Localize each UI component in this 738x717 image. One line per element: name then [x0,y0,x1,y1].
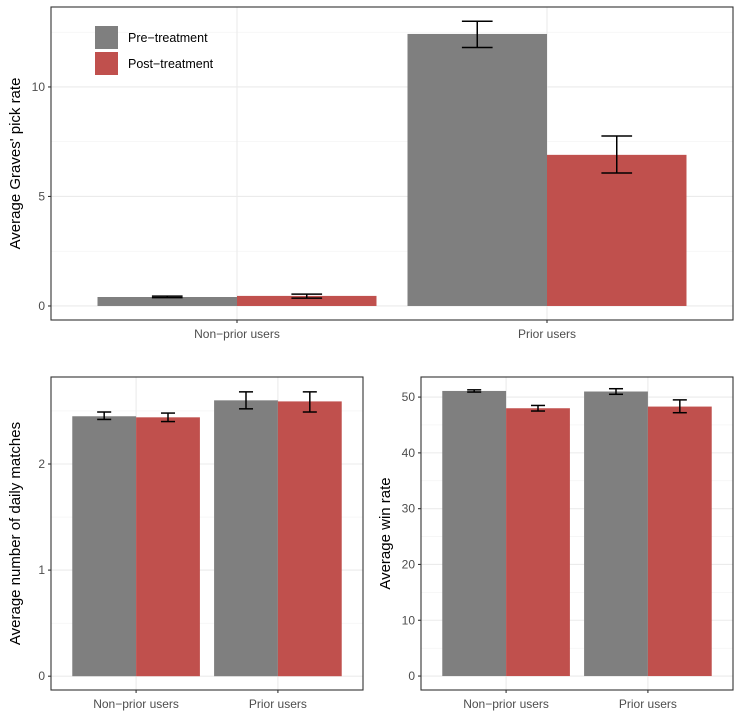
legend: Pre−treatment Post−treatment [95,26,214,75]
bar-post-1 [647,406,712,677]
panel-border [50,376,364,691]
error-bar-post-0 [160,412,176,423]
panel-border [50,6,734,321]
panel-border [420,376,734,691]
bar-pre-1 [214,400,278,677]
error-bar-pre-0 [97,411,112,421]
x-tick-label: Non−prior users [463,697,549,711]
y-tick-label: 0 [38,299,45,313]
y-tick-label: 0 [38,669,45,683]
error-bar-post-1 [601,135,633,174]
y-tick-label: 10 [402,613,416,627]
legend-label-pre: Pre−treatment [128,31,208,45]
x-tick-label: Prior users [518,327,576,341]
error-bar-post-1 [672,399,687,414]
error-bar-post-1 [302,391,317,413]
error-bar-post-0 [530,404,546,412]
bar-pre-0 [442,390,507,677]
error-bar-post-0 [291,293,323,299]
bar-pre-1 [407,33,547,306]
x-tick-label: Non−prior users [194,327,280,341]
y-tick-label: 2 [38,457,45,471]
x-tick-label: Prior users [619,697,677,711]
bar-post-0 [237,295,377,306]
bar-pre-0 [97,297,237,306]
y-axis-label: Average win rate [377,477,394,589]
bar-post-0 [136,417,200,677]
y-tick-label: 5 [38,189,45,203]
error-bar-pre-1 [461,20,493,49]
error-bar-pre-1 [238,391,254,410]
error-bar-pre-1 [608,387,624,396]
legend-label-post: Post−treatment [128,57,214,71]
chart-panel-3: 0 10 20 30 40 50 Non−prior users Prior users Ave… [377,376,734,711]
bar-post-0 [506,408,570,677]
bar-post-1 [547,154,687,306]
y-tick-label: 50 [402,390,416,404]
chart-panel-2: 0 1 2 Non−prior users Prior users Average num… [7,376,364,711]
x-tick-label: Non−prior users [93,697,179,711]
legend-swatch-pre [95,26,118,49]
error-bar-pre-0 [467,389,482,393]
chart-panel-1: 0 5 10 Non−prior users Prior users Average Gr… [7,6,734,341]
y-tick-label: 20 [402,557,416,571]
bar-pre-1 [584,391,648,677]
y-axis-label: Average number of daily matches [7,422,24,645]
y-tick-label: 40 [402,446,416,460]
y-tick-label: 0 [408,669,415,683]
legend-swatch-post [95,52,118,75]
bar-post-1 [277,401,342,677]
bar-pre-0 [72,416,137,677]
y-axis-label: Average Graves' pick rate [7,78,24,250]
y-tick-label: 1 [38,563,45,577]
error-bar-pre-0 [151,295,183,299]
y-tick-label: 30 [402,502,416,516]
y-tick-label: 10 [32,80,46,94]
x-tick-label: Prior users [249,697,307,711]
